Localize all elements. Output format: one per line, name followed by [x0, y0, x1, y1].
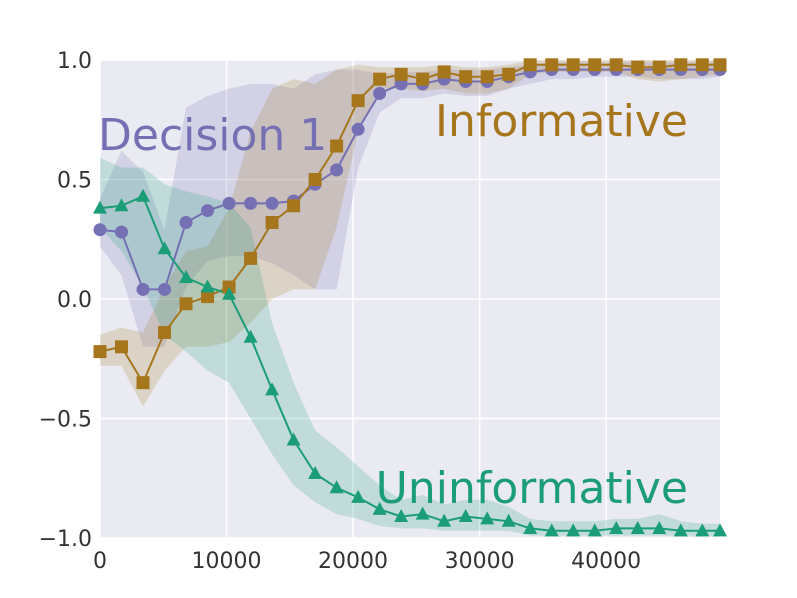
uninformative-point	[523, 520, 538, 534]
informative-point	[437, 65, 451, 79]
informative-point	[265, 216, 279, 230]
informative-point	[394, 67, 408, 81]
annotation-informative: Informative	[435, 96, 688, 147]
decision-1-point	[330, 163, 344, 177]
informative-point	[93, 345, 107, 359]
uninformative-point	[695, 523, 710, 537]
informative-point	[502, 67, 516, 81]
uninformative-point	[222, 286, 237, 300]
informative-point	[201, 290, 215, 304]
informative-point	[713, 58, 727, 72]
annotation-decision-1: Decision 1	[98, 110, 327, 161]
uninformative-point	[673, 523, 688, 537]
uninformative-point	[630, 520, 645, 534]
decision-1-point	[265, 196, 279, 210]
uninformative-point	[609, 520, 624, 534]
informative-point	[416, 72, 430, 86]
uninformative-point	[437, 513, 452, 527]
informative-point	[330, 139, 344, 153]
uninformative-point	[587, 523, 602, 537]
informative-point	[545, 58, 559, 72]
decision-1-point	[222, 196, 236, 210]
x-tick-label: 20000	[318, 549, 388, 574]
x-tick-label: 0	[93, 549, 107, 574]
informative-point	[609, 58, 623, 72]
uninformative-point	[286, 432, 301, 446]
decision-1-band	[100, 62, 720, 347]
informative-point	[351, 94, 365, 108]
informative-point	[287, 199, 301, 213]
decision-1-point	[93, 223, 107, 237]
uninformative-point	[243, 329, 258, 343]
uninformative-point	[372, 501, 387, 515]
decision-1-point	[373, 86, 387, 100]
x-axis-ticks: 0 10000 20000 30000 40000	[93, 549, 641, 574]
uninformative-point	[480, 511, 495, 525]
y-tick-label: 0.5	[57, 169, 92, 194]
informative-point	[459, 70, 473, 84]
informative-point	[136, 376, 150, 390]
uninformative-point	[308, 465, 323, 479]
uninformative-point	[157, 241, 172, 255]
y-axis-ticks: 1.0 0.5 0.0 −0.5 −1.0	[39, 49, 92, 552]
x-tick-label: 40000	[571, 549, 641, 574]
informative-point	[115, 340, 129, 354]
y-tick-label: 0.0	[57, 288, 92, 313]
uninformative-point	[652, 520, 667, 534]
informative-point	[566, 58, 580, 72]
uninformative-point	[114, 198, 129, 212]
y-tick-label: −1.0	[39, 527, 92, 552]
series-markers	[93, 58, 727, 537]
informative-point	[588, 58, 602, 72]
uninformative-point	[415, 506, 430, 520]
decision-1-point	[179, 216, 193, 230]
informative-point	[631, 60, 645, 74]
y-tick-label: 1.0	[57, 49, 92, 74]
decision-1-point	[158, 282, 172, 296]
uninformative-point	[713, 523, 727, 537]
uninformative-point	[394, 508, 409, 522]
decision-1-point	[244, 196, 258, 210]
uninformative-point	[265, 382, 280, 396]
x-tick-label: 10000	[192, 549, 262, 574]
informative-point	[244, 251, 258, 265]
informative-point	[179, 297, 193, 311]
uninformative-point	[136, 188, 151, 202]
uninformative-point	[329, 480, 344, 494]
decision-1-point	[201, 204, 215, 218]
uninformative-point	[566, 523, 581, 537]
decision-1-point	[351, 122, 365, 136]
informative-point	[695, 58, 709, 72]
uninformative-point	[544, 523, 559, 537]
uninformative-point	[351, 489, 366, 503]
informative-point	[523, 58, 537, 72]
uninformative-point	[179, 269, 194, 283]
informative-point	[674, 58, 688, 72]
informative-point	[652, 60, 666, 74]
annotation-uninformative: Uninformative	[376, 463, 688, 514]
uninformative-point	[93, 200, 107, 214]
uninformative-point	[458, 508, 473, 522]
uninformative-point	[501, 513, 516, 527]
informative-point	[158, 325, 172, 339]
x-tick-label: 30000	[445, 549, 515, 574]
informative-point	[480, 70, 494, 84]
decision-1-point	[136, 282, 150, 296]
informative-band	[100, 60, 720, 407]
y-tick-label: −0.5	[39, 408, 92, 433]
informative-point	[373, 72, 387, 86]
decision-1-point	[115, 225, 129, 239]
informative-point	[308, 173, 322, 186]
uninformative-point	[200, 279, 215, 293]
